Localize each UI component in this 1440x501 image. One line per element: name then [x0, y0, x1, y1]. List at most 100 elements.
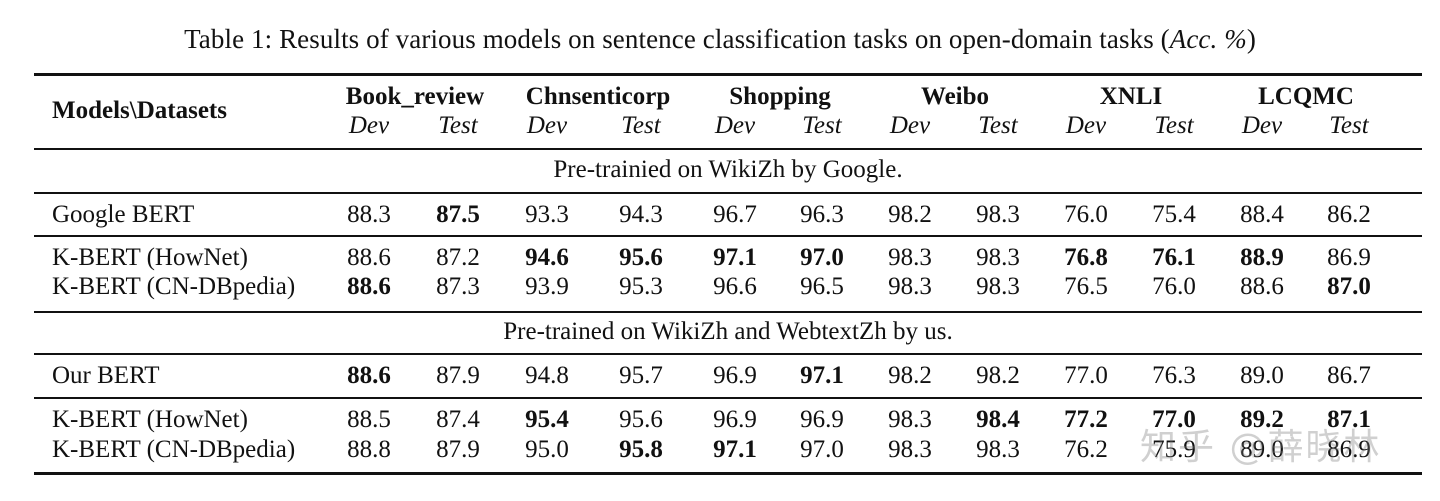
score-cell: 88.6: [347, 362, 391, 389]
score-cell: 96.9: [800, 406, 844, 433]
score-cell: 98.3: [976, 244, 1020, 271]
score-cell: 95.0: [525, 436, 569, 463]
score-cell: 89.0: [1240, 362, 1284, 389]
score-cell: 76.0: [1064, 201, 1108, 228]
watermark: 知乎 @薛晓林: [1140, 427, 1382, 468]
dataset-header: XNLI: [1099, 83, 1163, 110]
score-cell: 97.1: [713, 436, 757, 463]
model-name: Google BERT: [52, 201, 195, 228]
score-cell: 87.3: [436, 273, 480, 300]
score-cell: 94.8: [525, 362, 569, 389]
test-subheader: Test: [802, 112, 842, 139]
dataset-header: LCQMC: [1258, 83, 1354, 110]
score-cell: 98.3: [976, 436, 1020, 463]
score-cell: 98.3: [976, 273, 1020, 300]
score-cell: 93.3: [525, 201, 569, 228]
dataset-header: Chnsenticorp: [525, 83, 671, 110]
score-cell: 97.0: [800, 244, 844, 271]
model-name: K-BERT (CN-DBpedia): [52, 273, 296, 300]
section-rule: [34, 353, 1422, 355]
score-cell: 95.4: [525, 406, 569, 433]
score-cell: 88.6: [347, 244, 391, 271]
score-cell: 97.1: [713, 244, 757, 271]
score-cell: 77.2: [1064, 406, 1108, 433]
header-models-label: Models\Datasets: [52, 97, 227, 124]
score-cell: 94.3: [619, 201, 663, 228]
test-subheader: Test: [621, 112, 661, 139]
score-cell: 98.3: [976, 201, 1020, 228]
table-caption: Table 1: Results of various models on se…: [0, 24, 1440, 55]
score-cell: 77.0: [1064, 362, 1108, 389]
score-cell: 87.0: [1327, 273, 1371, 300]
score-cell: 95.8: [619, 436, 663, 463]
score-cell: 98.2: [888, 362, 932, 389]
dataset-header: Weibo: [920, 83, 990, 110]
score-cell: 97.0: [800, 436, 844, 463]
model-name: Our BERT: [52, 362, 160, 389]
score-cell: 96.7: [713, 201, 757, 228]
score-cell: 87.4: [436, 406, 480, 433]
model-name: K-BERT (HowNet): [52, 406, 248, 433]
score-cell: 88.9: [1240, 244, 1284, 271]
score-cell: 86.7: [1327, 362, 1371, 389]
section-title: Pre-trainied on WikiZh by Google.: [553, 156, 903, 183]
score-cell: 96.3: [800, 201, 844, 228]
group-rule: [34, 235, 1422, 237]
score-cell: 96.6: [713, 273, 757, 300]
test-subheader: Test: [1154, 112, 1194, 139]
test-subheader: Test: [1329, 112, 1369, 139]
dev-subheader: Dev: [1065, 112, 1107, 139]
score-cell: 86.9: [1327, 436, 1371, 463]
score-cell: 98.2: [888, 201, 932, 228]
caption-prefix: Table 1: Results of various models on se…: [184, 24, 1170, 54]
score-cell: 98.2: [976, 362, 1020, 389]
score-cell: 77.0: [1152, 406, 1196, 433]
score-cell: 86.9: [1327, 244, 1371, 271]
score-cell: 76.8: [1064, 244, 1108, 271]
caption-metric: Acc. %: [1169, 24, 1247, 54]
score-cell: 98.3: [888, 406, 932, 433]
score-cell: 76.2: [1064, 436, 1108, 463]
model-name: K-BERT (HowNet): [52, 244, 248, 271]
score-cell: 87.2: [436, 244, 480, 271]
score-cell: 76.3: [1152, 362, 1196, 389]
score-cell: 87.1: [1327, 406, 1371, 433]
caption-suffix: ): [1246, 24, 1256, 54]
score-cell: 98.3: [888, 273, 932, 300]
section-end-rule: [34, 311, 1422, 313]
score-cell: 76.1: [1152, 244, 1196, 271]
score-cell: 97.1: [800, 362, 844, 389]
score-cell: 95.3: [619, 273, 663, 300]
section-title: Pre-trained on WikiZh and WebtextZh by u…: [503, 318, 953, 345]
dataset-header: Shopping: [729, 83, 831, 110]
score-cell: 75.4: [1152, 201, 1196, 228]
dev-subheader: Dev: [348, 112, 390, 139]
score-cell: 88.6: [1240, 273, 1284, 300]
test-subheader: Test: [978, 112, 1018, 139]
score-cell: 87.5: [436, 201, 480, 228]
dataset-header: Book_review: [345, 83, 485, 110]
score-cell: 96.9: [713, 406, 757, 433]
top-rule: [34, 73, 1422, 76]
header-rule: [34, 148, 1422, 150]
score-cell: 89.2: [1240, 406, 1284, 433]
score-cell: 86.2: [1327, 201, 1371, 228]
score-cell: 95.6: [619, 244, 663, 271]
score-cell: 88.4: [1240, 201, 1284, 228]
score-cell: 98.3: [888, 244, 932, 271]
score-cell: 87.9: [436, 362, 480, 389]
section-rule: [34, 192, 1422, 194]
score-cell: 93.9: [525, 273, 569, 300]
dev-subheader: Dev: [714, 112, 756, 139]
score-cell: 76.0: [1152, 273, 1196, 300]
score-cell: 96.5: [800, 273, 844, 300]
group-rule: [34, 397, 1422, 399]
dev-subheader: Dev: [1241, 112, 1283, 139]
score-cell: 88.8: [347, 436, 391, 463]
score-cell: 76.5: [1064, 273, 1108, 300]
dev-subheader: Dev: [889, 112, 931, 139]
score-cell: 75.9: [1152, 436, 1196, 463]
model-name: K-BERT (CN-DBpedia): [52, 436, 296, 463]
score-cell: 88.3: [347, 201, 391, 228]
score-cell: 95.6: [619, 406, 663, 433]
